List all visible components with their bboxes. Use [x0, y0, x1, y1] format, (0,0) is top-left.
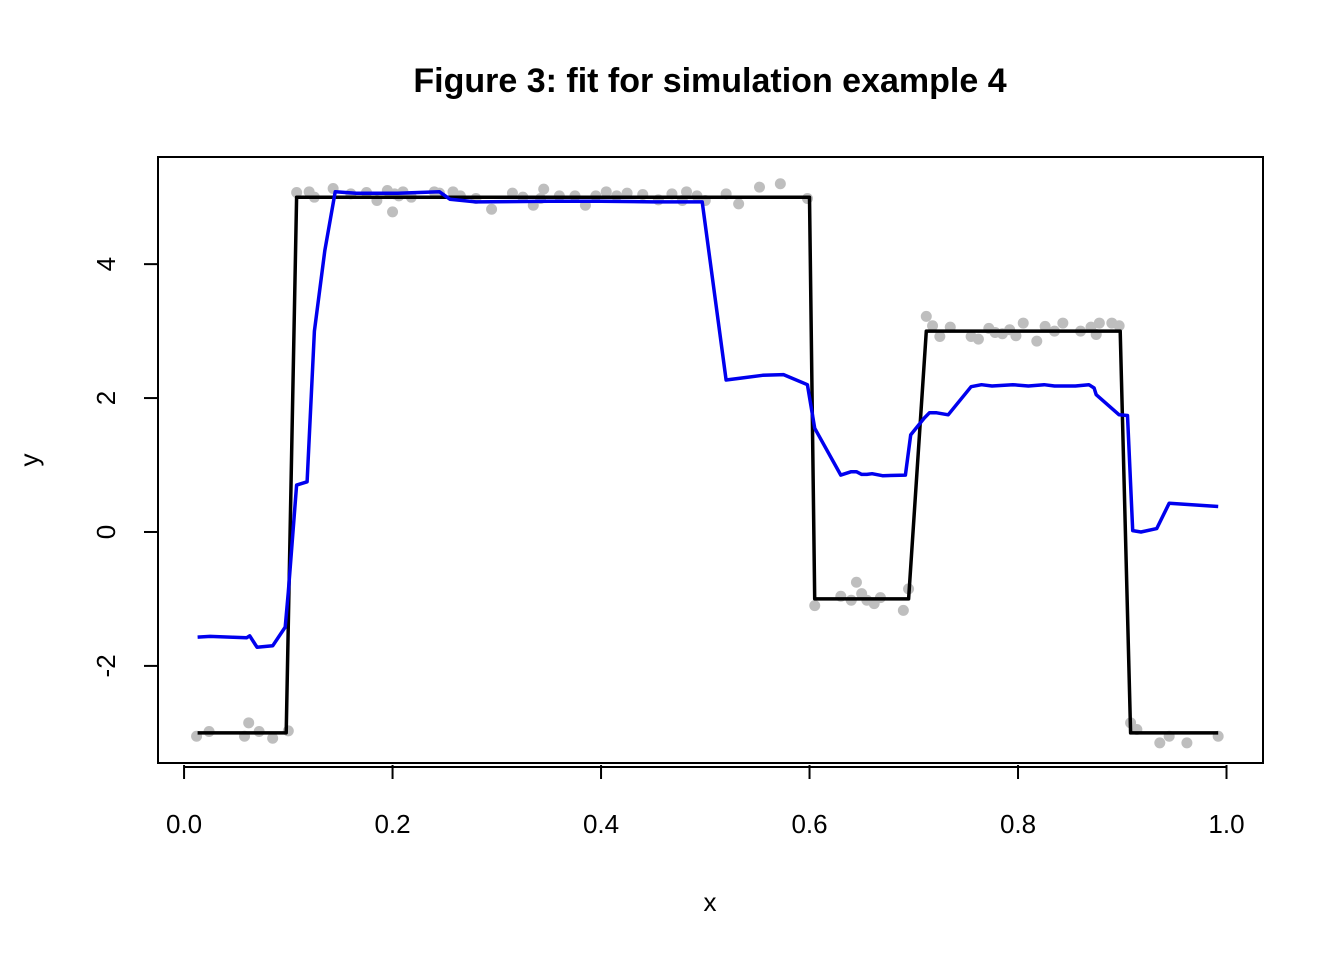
x-tick-label: 0.6: [791, 809, 827, 839]
data-point: [897, 604, 909, 616]
data-point: [1057, 317, 1069, 329]
data-point: [972, 333, 984, 345]
data-point: [1010, 330, 1022, 342]
data-point: [1017, 317, 1029, 329]
truth-step-line: [197, 195, 1219, 735]
data-point: [282, 725, 294, 737]
x-tick-label: 0.0: [166, 809, 202, 839]
data-point: [1093, 317, 1105, 329]
data-points: [191, 178, 1224, 749]
data-point: [1181, 737, 1193, 749]
data-point: [809, 600, 821, 612]
data-point: [927, 320, 939, 332]
y-tick-label: 0: [91, 525, 121, 539]
data-point: [1031, 335, 1043, 347]
fit-line: [197, 190, 1219, 649]
data-point: [753, 181, 765, 193]
data-point: [1039, 320, 1051, 332]
data-point: [920, 310, 932, 322]
data-point: [243, 717, 255, 729]
data-point: [387, 206, 399, 218]
data-point: [934, 330, 946, 342]
y-tick-label: 4: [91, 257, 121, 271]
data-point: [774, 178, 786, 190]
data-point: [1154, 737, 1166, 749]
data-point: [733, 198, 745, 210]
y-tick-label: -2: [91, 654, 121, 677]
x-tick-label: 0.8: [1000, 809, 1036, 839]
data-point: [267, 732, 279, 744]
y-tick-label: 2: [91, 391, 121, 405]
data-point: [538, 183, 550, 195]
data-point: [1113, 320, 1125, 332]
data-point: [681, 186, 693, 198]
x-tick-label: 0.2: [374, 809, 410, 839]
series-lines: [197, 190, 1219, 735]
x-axis-label: x: [704, 887, 717, 917]
x-axis: 0.0 0.2 0.4 0.6 0.8 1.0: [166, 765, 1245, 839]
y-axis: -2 0 2 4: [91, 257, 159, 677]
data-point: [600, 186, 612, 198]
x-tick-label: 1.0: [1208, 809, 1244, 839]
y-axis-label: y: [14, 454, 44, 467]
x-tick-label: 0.4: [583, 809, 619, 839]
chart-title: Figure 3: fit for simulation example 4: [413, 62, 1006, 100]
data-point: [291, 186, 303, 198]
data-point: [850, 576, 862, 588]
data-point: [486, 203, 498, 215]
